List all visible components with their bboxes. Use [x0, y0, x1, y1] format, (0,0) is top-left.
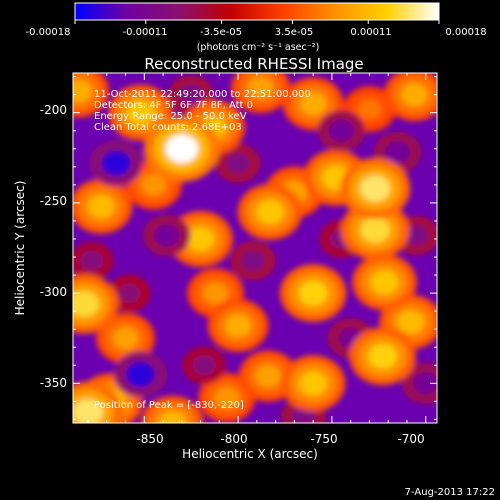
- emission-blob: [203, 282, 228, 304]
- emission-blob: [247, 76, 274, 99]
- colorbar-ticks: [74, 20, 440, 24]
- x-tick-label: -850: [136, 432, 163, 446]
- energy-range-label: Energy Range: 25.0 - 50.0 keV: [94, 111, 247, 122]
- emission-blob: [256, 199, 284, 225]
- clean-counts-label: Clean Total counts: 2.68E+03: [94, 122, 242, 133]
- negative-blob: [117, 283, 141, 303]
- x-tick-label: -800: [220, 432, 247, 446]
- colorbar-tick-label: -3.5e-05: [200, 27, 242, 38]
- axis-ticks: [73, 73, 437, 423]
- negative-blob: [179, 84, 204, 106]
- plot-frame: [72, 72, 438, 424]
- heatmap-image: [73, 73, 437, 423]
- emission-blob: [158, 411, 186, 423]
- emission-blob: [360, 217, 390, 243]
- x-tick-label: -700: [397, 432, 424, 446]
- negative-blob: [412, 372, 437, 395]
- negative-blob: [226, 152, 251, 174]
- emission-blob: [73, 398, 104, 423]
- negative-blob: [192, 355, 217, 376]
- colorbar-tick-label: 3.5e-05: [275, 27, 313, 38]
- plot-area: [72, 72, 438, 424]
- negative-blob: [404, 224, 429, 246]
- emission-blob: [73, 291, 100, 317]
- negative-blob: [241, 250, 266, 272]
- x-axis-label: Heliocentric X (arcsec): [182, 447, 318, 461]
- y-tick-label: -300: [40, 285, 67, 299]
- negative-blob: [328, 119, 355, 142]
- peak-position-label: Position of Peak = [-830,-220]: [94, 400, 244, 411]
- emission-blob: [165, 134, 199, 164]
- emission-blob: [401, 83, 428, 107]
- emission-blob: [87, 194, 115, 219]
- emission-blob: [126, 100, 155, 125]
- emission-blob: [112, 327, 139, 350]
- y-axis-label: Heliocentric Y (arcsec): [13, 181, 27, 316]
- colorbar: -0.00018 -0.00011 -3.5e-05 3.5e-05 0.000…: [26, 2, 487, 53]
- negative-blob: [384, 141, 411, 164]
- emission-blob: [368, 343, 397, 369]
- emission-blob: [370, 270, 399, 295]
- emission-blob: [73, 79, 92, 103]
- colorbar-units-label: (photons cm⁻² s⁻¹ asec⁻²): [197, 42, 320, 53]
- chart-title: Reconstructed RHESSI Image: [144, 55, 363, 73]
- emission-blob: [255, 365, 281, 388]
- y-tick-label: -350: [40, 376, 67, 390]
- time-range-label: 11-Oct-2011 22:49:20.000 to 22:51:00.000: [94, 89, 311, 100]
- detectors-label: Detectors: 4F 5F 6F 7F 8F, Att 0: [94, 100, 253, 111]
- negative-blob: [101, 150, 131, 176]
- emission-blob: [299, 371, 328, 396]
- colorbar-tick-label: 0.00018: [445, 27, 486, 38]
- y-tick-label: -200: [40, 103, 67, 117]
- emission-blob: [298, 280, 328, 306]
- emission-blob: [224, 314, 252, 337]
- emission-blob: [357, 99, 381, 120]
- emission-blob: [186, 226, 215, 252]
- y-tick-label: -250: [40, 194, 67, 208]
- emission-blob: [397, 310, 425, 334]
- negative-blob: [153, 224, 180, 247]
- date-stamp: 7-Aug-2013 17:22: [405, 487, 495, 498]
- x-tick-label: -750: [310, 432, 337, 446]
- colorbar-tick-label: -0.00018: [26, 27, 71, 38]
- negative-blob: [126, 361, 155, 387]
- colorbar-strip: [74, 2, 440, 21]
- colorbar-tick-label: 0.00011: [350, 27, 391, 38]
- annotations: 11-Oct-2011 22:49:20.000 to 22:51:00.000…: [94, 89, 311, 411]
- emission-blob: [214, 387, 240, 409]
- emission-blob: [359, 175, 391, 202]
- emission-blob: [141, 174, 166, 196]
- negative-blob: [80, 250, 104, 271]
- colorbar-tick-label: -0.00011: [123, 27, 168, 38]
- emission-blob: [300, 92, 327, 116]
